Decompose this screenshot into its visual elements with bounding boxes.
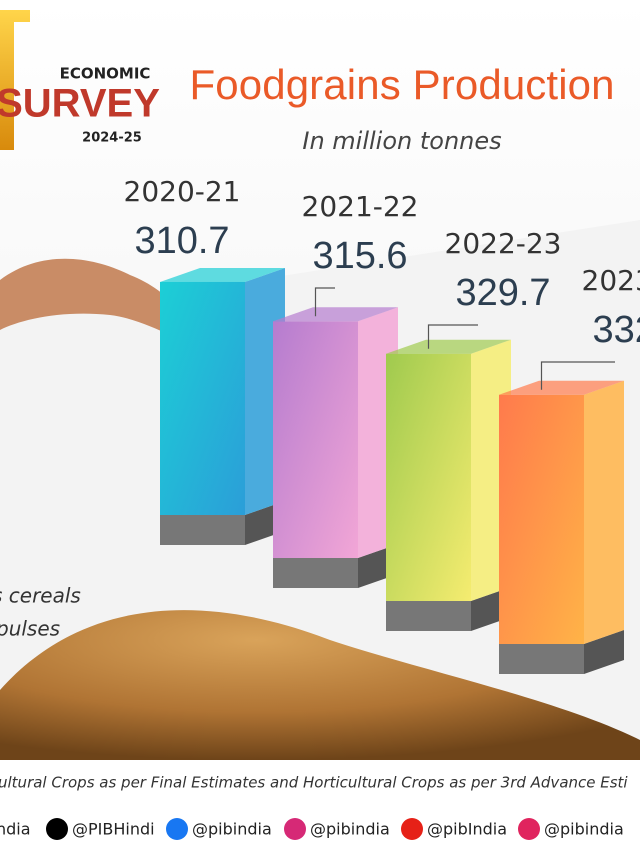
callout-line — [540, 361, 615, 390]
callout-line — [314, 287, 335, 317]
side-note: s cereals — [0, 584, 81, 608]
bar-base — [273, 558, 358, 588]
category-label: 2020-21 — [124, 175, 241, 208]
callout-line — [427, 324, 478, 349]
bar — [160, 281, 245, 515]
value-label: 315.6 — [312, 235, 407, 277]
logo-main: SURVEY — [0, 82, 160, 126]
logo-rupee — [0, 10, 30, 150]
category-label: 2022-23 — [445, 227, 562, 260]
social-handle: @pibindia — [310, 820, 390, 839]
logo-top: ECONOMIC — [60, 65, 151, 83]
bar-side — [584, 380, 624, 644]
grain-pile — [0, 610, 640, 760]
chart-subtitle: In million tonnes — [302, 127, 501, 155]
social-handle: ndia — [0, 820, 31, 839]
social-icon — [46, 818, 68, 840]
bar-top — [273, 307, 398, 322]
hand — [0, 258, 205, 345]
social-handle: @pibindia — [544, 820, 624, 839]
bar-base — [386, 601, 471, 631]
bar-base-side — [584, 630, 624, 674]
category-label: 2021-22 — [302, 190, 419, 223]
bar-top — [160, 267, 285, 282]
social-icon — [401, 818, 423, 840]
social-handle: @pibindia — [192, 820, 272, 839]
social-handle: @PIBHindi — [72, 820, 155, 839]
bar — [499, 394, 584, 644]
footnote: ultural Crops as per Final Estimates and… — [0, 774, 628, 792]
value-label: 332.3 — [592, 309, 640, 351]
value-label: 329.7 — [455, 272, 550, 314]
logo-year: 2024-25 — [82, 131, 142, 146]
bar-base — [499, 644, 584, 674]
bar-top — [499, 380, 624, 395]
social-icon — [518, 818, 540, 840]
side-note: pulses — [0, 617, 60, 641]
bar — [386, 353, 471, 601]
bar-base — [160, 515, 245, 545]
social-icon — [284, 818, 306, 840]
social-row: ndia @PIBHindi @pibindia @pibindia @pibIndia… — [0, 818, 624, 840]
bar — [273, 321, 358, 558]
bars: 2020-21 310.7 2021-22 315.6 2022-23 329.7 202 3… — [124, 175, 640, 674]
value-label: 310.7 — [134, 220, 229, 262]
social-icon — [166, 818, 188, 840]
bar-top — [386, 339, 511, 354]
social-handle: @pibIndia — [427, 820, 507, 839]
chart-title: Foodgrains Production — [190, 61, 615, 108]
